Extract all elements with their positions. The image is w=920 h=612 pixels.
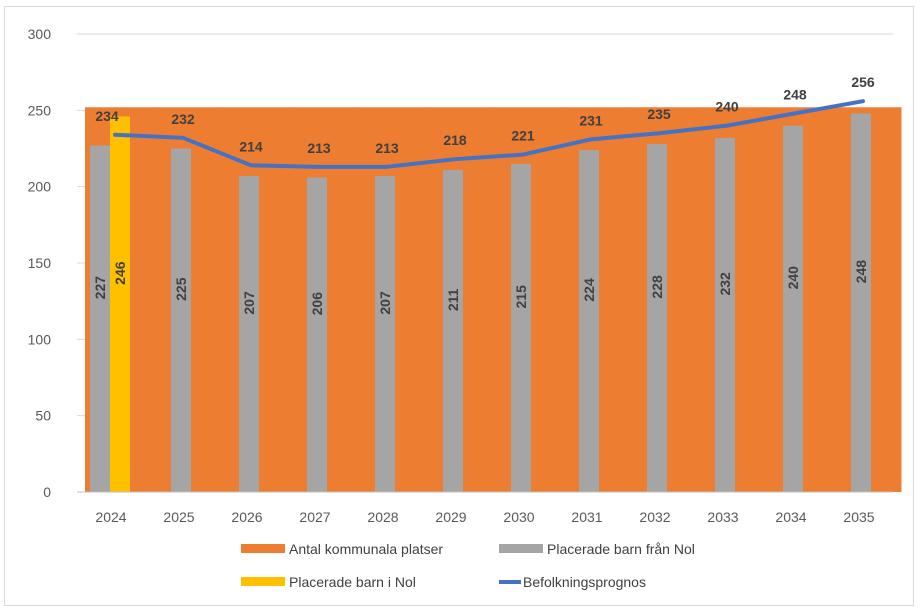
- line-data-label: 234: [95, 108, 119, 124]
- legend-swatch: [241, 544, 285, 553]
- y-tick-label: 0: [43, 484, 51, 500]
- bars-antal-kommunala-platser: [85, 107, 902, 492]
- line-befolkningsprognos: [113, 99, 865, 169]
- bar-placerade-barn-fran-nol: [239, 175, 259, 493]
- bar-data-label: 246: [112, 261, 128, 285]
- legend-label: Antal kommunala platser: [289, 541, 443, 557]
- chart-frame: 227 225 207 206 207 211 215 224 228 232 240 248 246 …: [4, 6, 914, 606]
- bar-data-label: 207: [241, 291, 257, 315]
- bar-data-label: 248: [853, 260, 869, 284]
- bar-placerade-barn-fran-nol: [851, 113, 871, 493]
- line-data-label: 213: [375, 140, 399, 156]
- bar-data-label: 228: [649, 275, 665, 299]
- x-tick-label: 2034: [775, 509, 806, 525]
- legend-swatch: [499, 544, 543, 553]
- x-tick-label: 2026: [231, 509, 262, 525]
- line-data-label: 231: [579, 112, 603, 128]
- legend-label: Placerade barn i Nol: [289, 574, 416, 590]
- legend-label: Placerade barn från Nol: [547, 541, 695, 557]
- bar-data-label: 232: [717, 272, 733, 296]
- line-data-label: 256: [851, 74, 875, 90]
- bar-data-label: 227: [92, 276, 108, 300]
- bar-placerade-barn-fran-nol: [511, 163, 531, 492]
- bar-placerade-barn-fran-nol: [715, 137, 735, 492]
- legend-swatch: [241, 577, 285, 586]
- x-tick-label: 2035: [843, 509, 874, 525]
- bar-placerade-barn-fran-nol: [579, 150, 599, 492]
- line-befolkningsprognos: 234 232 214 213 213 218 221 231 235 240 248 256: [95, 74, 875, 169]
- x-tick-label: 2024: [95, 509, 126, 525]
- bar-data-label: 206: [309, 292, 325, 316]
- line-data-label: 240: [715, 99, 739, 115]
- x-tick-label: 2028: [367, 509, 398, 525]
- axes: 0 50 100 150 200 250 300 2024 2025 2026 2027 2028 20…: [28, 26, 893, 525]
- y-tick-label: 100: [28, 331, 52, 347]
- bars-placerade-barn: [90, 113, 871, 493]
- bar-data-label: 207: [377, 291, 393, 315]
- bar-data-label: 211: [445, 288, 461, 311]
- bar-data-label: 215: [513, 285, 529, 309]
- bar-placerade-barn-fran-nol: [443, 169, 463, 492]
- legend: Antal kommunala platser Placerade barn fr…: [241, 541, 695, 590]
- bar-placerade-barn-fran-nol: [375, 175, 395, 493]
- x-tick-label: 2027: [299, 509, 330, 525]
- bar-data-label: 225: [173, 277, 189, 301]
- bar-placerade-barn-fran-nol: [307, 177, 327, 493]
- line-data-label: 248: [783, 86, 807, 102]
- y-tick-label: 50: [35, 408, 51, 424]
- bar-data-label: 224: [581, 278, 597, 302]
- line-data-label: 213: [307, 140, 331, 156]
- x-tick-label: 2032: [639, 509, 670, 525]
- line-data-label: 218: [443, 132, 467, 148]
- line-data-label: 232: [171, 111, 195, 127]
- legend-label: Befolkningsprognos: [523, 574, 646, 590]
- y-tick-label: 150: [28, 255, 52, 271]
- bar-placerade-barn-fran-nol: [647, 143, 667, 493]
- x-tick-label: 2031: [571, 509, 602, 525]
- x-tick-label: 2025: [163, 509, 194, 525]
- line-data-label: 221: [511, 128, 535, 144]
- y-tick-label: 200: [28, 179, 52, 195]
- x-tick-label: 2033: [707, 509, 738, 525]
- bar-placerade-barn-fran-nol: [171, 148, 191, 492]
- y-tick-label: 250: [28, 102, 52, 118]
- bar-data-labels: 227 225 207 206 207 211 215 224 228 232 240 248 246: [92, 260, 869, 316]
- y-tick-label: 300: [28, 26, 52, 42]
- line-data-label: 214: [239, 138, 263, 154]
- x-tick-label: 2030: [503, 509, 534, 525]
- bar-placerade-barn-fran-nol: [90, 145, 110, 493]
- bar-placerade-barn-fran-nol: [783, 125, 803, 492]
- x-tick-label: 2029: [435, 509, 466, 525]
- line-data-label: 235: [647, 106, 671, 122]
- bar-placerade-barn-i-nol: [110, 116, 130, 492]
- bar-data-label: 240: [785, 266, 801, 290]
